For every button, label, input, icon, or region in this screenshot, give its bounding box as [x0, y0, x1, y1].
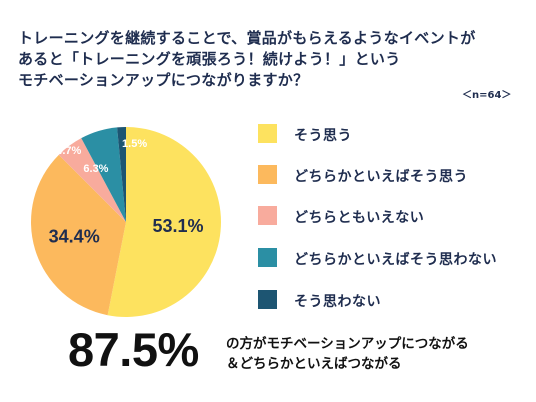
legend-label-3: どちらともいえない: [294, 210, 425, 226]
pie-label-1: 53.1%: [152, 216, 203, 236]
summary-line-1: の方がモチベーションアップにつながる: [226, 336, 469, 352]
summary-line-2: ＆どちらかといえばつながる: [226, 356, 402, 372]
pie-slice-3: [58, 138, 126, 222]
pie-label-3: 4.7%: [56, 145, 81, 157]
pie-slice-5: [117, 127, 126, 222]
pie-slice-2: [31, 154, 126, 316]
legend-swatch-4: [258, 248, 277, 267]
legend-label-2: どちらかといえばそう思う: [294, 169, 468, 185]
sample-size-note: ＜n=64＞: [462, 90, 512, 101]
pie-slice-4: [81, 127, 126, 222]
title-line-3: モチベーションアップにつながりますか？: [18, 71, 309, 89]
title-line-2: あると「トレーニングを頑張ろう！続けよう！」という: [18, 50, 401, 68]
pie-label-2: 34.4%: [49, 227, 100, 247]
legend-label-1: そう思う: [294, 128, 352, 144]
summary-percentage: 87.5%: [68, 323, 199, 376]
legend-swatch-3: [258, 206, 277, 225]
legend-label-4: どちらかといえばそう思わない: [294, 252, 497, 268]
chart-title: トレーニングを継続することで、賞品がもらえるようなイベントが あると「トレーニン…: [18, 28, 523, 91]
title-line-1: トレーニングを継続することで、賞品がもらえるようなイベントが: [18, 29, 476, 47]
legend-swatch-1: [258, 124, 277, 143]
summary-description: の方がモチベーションアップにつながる ＆どちらかといえばつながる: [226, 334, 469, 374]
pie-slice-1: [107, 127, 221, 318]
pie-label-4: 6.3%: [83, 163, 108, 175]
legend-label-5: そう思わない: [294, 294, 381, 310]
legend-swatch-5: [258, 290, 277, 309]
legend-swatch-2: [258, 165, 277, 184]
pie-label-5: 1.5%: [122, 138, 147, 150]
